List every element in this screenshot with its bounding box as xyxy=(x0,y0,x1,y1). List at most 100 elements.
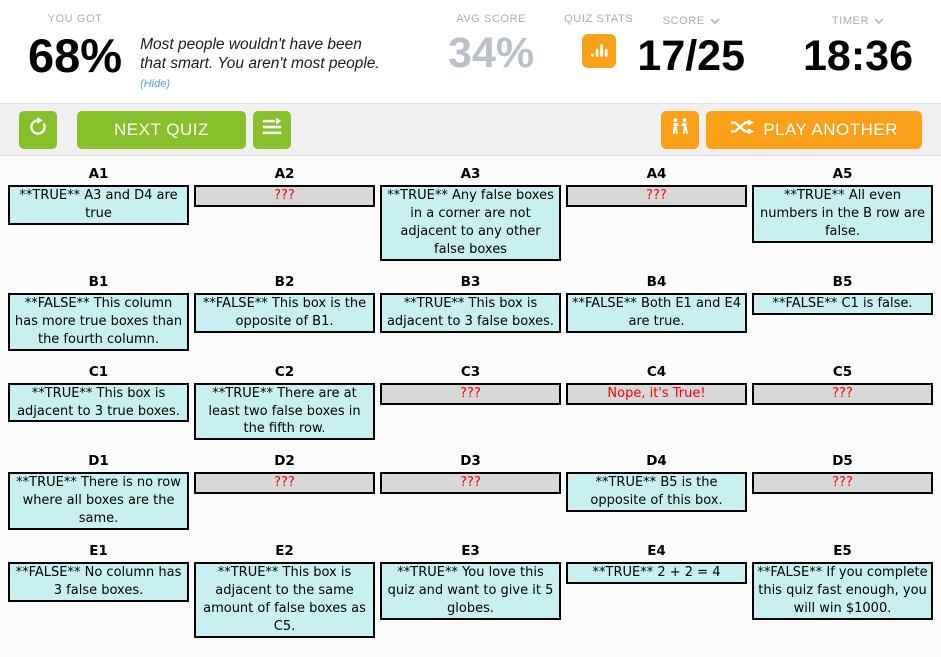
timer-value: 18:36 xyxy=(803,32,913,80)
cell-box-E5: **FALSE** If you complete this quiz fast… xyxy=(752,562,933,620)
cell-label-D2: D2 xyxy=(274,453,295,470)
answer-cell-B5: B5 **FALSE** C1 is false. xyxy=(752,274,933,315)
answer-cell-E2: E2 **TRUE** This box is adjacent to the s… xyxy=(194,543,375,638)
score-value: 17/25 xyxy=(637,32,746,80)
answer-cell-E4: E4 **TRUE** 2 + 2 = 4 xyxy=(566,543,747,585)
cell-label-E3: E3 xyxy=(461,543,480,560)
toolbar-right-group: PLAY ANOTHER xyxy=(661,110,922,149)
challenge-button[interactable] xyxy=(661,110,700,149)
cell-label-A1: A1 xyxy=(88,166,109,182)
cell-label-E5: E5 xyxy=(833,543,852,560)
answer-cell-C3: C3??? xyxy=(380,364,561,405)
answer-row: B1 **FALSE** This column has more true bo… xyxy=(8,274,933,351)
cell-box-A5: **TRUE** All even numbers in the B row a… xyxy=(752,185,933,243)
next-quiz-button[interactable]: NEXT QUIZ xyxy=(77,110,246,149)
cell-box-C1: **TRUE** This box is adjacent to 3 true … xyxy=(8,382,189,423)
result-message: Most people wouldn't have been that smar… xyxy=(140,36,380,73)
cell-box-D2: ??? xyxy=(194,472,375,495)
results-header: YOU GOT 68% Most people wouldn't have be… xyxy=(0,0,941,103)
hide-link[interactable]: (Hide) xyxy=(140,77,171,90)
cell-box-C3: ??? xyxy=(380,382,561,405)
toolbar: NEXT QUIZ xyxy=(0,103,941,156)
answer-cell-A1: A1 **TRUE** A3 and D4 are true xyxy=(8,166,189,225)
answer-cell-A4: A4??? xyxy=(566,166,747,207)
answer-row: E1 **FALSE** No column has 3 false boxes.… xyxy=(8,543,933,638)
cell-label-D1: D1 xyxy=(88,453,109,470)
avg-score-value: 34% xyxy=(448,29,535,77)
cell-box-C2: **TRUE** There are at least two false bo… xyxy=(194,382,375,441)
cell-label-B1: B1 xyxy=(88,273,109,290)
cell-box-E2: **TRUE** This box is adjacent to the sam… xyxy=(194,562,375,638)
timer-block: TIMER 18:36 xyxy=(803,13,913,79)
answer-row: D1 **TRUE** There is no row where all box… xyxy=(8,453,933,531)
answer-cell-C2: C2 **TRUE** There are at least two false … xyxy=(194,364,375,441)
cell-box-A1: **TRUE** A3 and D4 are true xyxy=(8,185,189,225)
answer-cell-B1: B1 **FALSE** This column has more true bo… xyxy=(8,274,189,351)
cell-label-D4: D4 xyxy=(646,453,667,470)
answer-cell-A2: A2??? xyxy=(194,166,375,207)
cell-box-E3: **TRUE** You love this quiz and want to … xyxy=(380,562,561,620)
answer-cell-D4: D4 **TRUE** B5 is the opposite of this bo… xyxy=(566,453,747,513)
cell-box-A2: ??? xyxy=(194,185,375,207)
answer-cell-E1: E1 **FALSE** No column has 3 false boxes. xyxy=(8,543,189,603)
cell-label-E1: E1 xyxy=(89,543,108,560)
cell-label-B2: B2 xyxy=(274,273,295,290)
cell-label-B5: B5 xyxy=(832,273,853,290)
quiz-stats-button[interactable] xyxy=(581,34,616,68)
answer-cell-B2: B2 **FALSE** This box is the opposite of … xyxy=(194,274,375,333)
quiz-stats-label: QUIZ STATS xyxy=(564,13,634,25)
chevron-down-icon xyxy=(874,13,884,28)
play-another-label: PLAY ANOTHER xyxy=(763,119,898,139)
you-got-block: YOU GOT 68% xyxy=(28,13,122,80)
answer-cell-B3: B3 **TRUE** This box is adjacent to 3 fal… xyxy=(380,274,561,333)
you-got-label: YOU GOT xyxy=(47,13,103,25)
answer-cell-C4: C4 Nope, it's True! xyxy=(566,364,747,405)
chevron-down-icon xyxy=(710,13,720,28)
answer-cell-D5: D5??? xyxy=(752,453,933,495)
cell-box-C5: ??? xyxy=(752,382,933,405)
answer-cell-C1: C1 **TRUE** This box is adjacent to 3 tru… xyxy=(8,364,189,423)
cell-box-B5: **FALSE** C1 is false. xyxy=(752,292,933,315)
cell-box-D3: ??? xyxy=(380,472,561,495)
cell-box-C4: Nope, it's True! xyxy=(566,382,747,405)
cell-box-B1: **FALSE** This column has more true boxe… xyxy=(8,292,189,351)
challenge-people-icon xyxy=(669,116,691,143)
cell-label-A2: A2 xyxy=(274,166,295,182)
cell-label-B3: B3 xyxy=(460,273,481,290)
score-dropdown-button[interactable] xyxy=(710,13,720,28)
answer-row: C1 **TRUE** This box is adjacent to 3 tru… xyxy=(8,364,933,441)
cell-label-D5: D5 xyxy=(832,453,853,470)
cell-label-D3: D3 xyxy=(460,453,481,470)
cell-label-A4: A4 xyxy=(646,166,667,182)
cell-box-A4: ??? xyxy=(566,185,747,207)
answer-cell-E5: E5 **FALSE** If you complete this quiz fa… xyxy=(752,543,933,620)
cell-box-A3: **TRUE** Any false boxes in a corner are… xyxy=(380,185,561,261)
avg-score-block: AVG SCORE 34% xyxy=(448,13,534,76)
answer-cell-E3: E3 **TRUE** You love this quiz and want t… xyxy=(380,543,561,620)
cell-label-C5: C5 xyxy=(832,363,853,380)
replay-button[interactable] xyxy=(19,110,57,149)
timer-dropdown-button[interactable] xyxy=(874,13,884,28)
score-block: SCORE 17/25 xyxy=(637,13,745,79)
cell-box-B2: **FALSE** This box is the opposite of B1… xyxy=(194,292,375,333)
cell-label-C4: C4 xyxy=(646,363,667,380)
timer-label: TIMER xyxy=(831,14,870,27)
answer-cell-B4: B4 **FALSE** Both E1 and E4 are true. xyxy=(566,274,747,333)
cell-label-A5: A5 xyxy=(832,166,853,182)
playlist-button[interactable] xyxy=(252,110,291,149)
cell-label-B4: B4 xyxy=(646,273,667,290)
avg-score-label: AVG SCORE xyxy=(456,13,527,25)
cell-box-B3: **TRUE** This box is adjacent to 3 false… xyxy=(380,292,561,333)
answer-grid: A1 **TRUE** A3 and D4 are true A2??? A3 **TR… xyxy=(0,156,941,657)
cell-label-C3: C3 xyxy=(460,363,481,380)
playlist-icon xyxy=(261,116,283,143)
shuffle-icon xyxy=(730,119,755,140)
cell-label-E4: E4 xyxy=(647,543,666,560)
play-another-button[interactable]: PLAY ANOTHER xyxy=(706,110,922,149)
answer-cell-A3: A3 **TRUE** Any false boxes in a corner a… xyxy=(380,166,561,261)
result-message-block: Most people wouldn't have been that smar… xyxy=(140,13,388,92)
bar-chart-icon xyxy=(589,40,609,63)
refresh-icon xyxy=(27,116,49,143)
you-got-value: 68% xyxy=(28,29,123,82)
answer-cell-D1: D1 **TRUE** There is no row where all box… xyxy=(8,453,189,531)
